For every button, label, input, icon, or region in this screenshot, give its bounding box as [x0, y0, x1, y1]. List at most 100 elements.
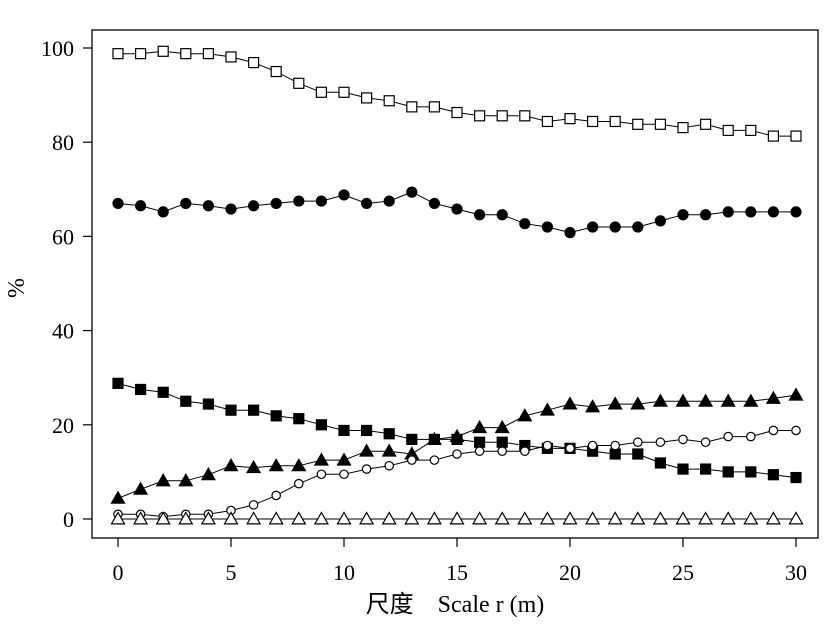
x-axis: 0 5 10 15 20 25 30	[113, 538, 807, 585]
data-point	[112, 377, 124, 389]
data-point	[632, 448, 644, 460]
data-point	[248, 404, 260, 416]
data-point	[630, 396, 646, 410]
data-point	[135, 200, 147, 212]
data-point	[225, 404, 237, 416]
data-point	[270, 197, 282, 210]
data-point	[361, 464, 372, 474]
data-point	[698, 511, 714, 525]
data-point	[383, 95, 395, 107]
series-triangle-open	[110, 511, 804, 525]
series-line	[117, 394, 797, 499]
x-axis-title: 尺度 Scale r (m)	[366, 591, 545, 618]
data-point	[383, 428, 395, 440]
data-point	[745, 124, 757, 137]
data-point	[586, 115, 599, 128]
data-point	[723, 431, 733, 442]
data-point	[494, 419, 510, 434]
data-point	[180, 48, 192, 60]
data-point	[655, 437, 666, 448]
y-axis-title: %	[4, 278, 30, 298]
data-point	[428, 101, 440, 113]
y-tick-label: 100	[41, 36, 74, 61]
data-point	[293, 478, 304, 489]
data-point	[722, 124, 734, 137]
data-point	[112, 197, 124, 210]
data-point	[474, 436, 486, 448]
data-point	[632, 118, 644, 130]
data-point	[202, 48, 214, 60]
data-point	[225, 51, 237, 63]
data-point	[765, 390, 781, 404]
data-point	[609, 115, 621, 128]
data-point	[315, 195, 327, 207]
data-point	[632, 437, 643, 448]
data-point	[743, 511, 759, 525]
data-point	[246, 511, 262, 525]
data-point	[788, 511, 804, 525]
data-point	[542, 440, 553, 451]
data-point	[607, 396, 623, 410]
data-point	[474, 209, 486, 221]
data-point	[246, 459, 262, 474]
data-point	[338, 189, 350, 201]
data-point	[609, 221, 621, 233]
data-point	[610, 440, 620, 451]
data-point	[632, 221, 644, 233]
data-point	[248, 200, 260, 212]
data-point	[112, 48, 124, 60]
data-point	[519, 218, 531, 230]
data-point	[699, 209, 712, 221]
data-point	[630, 511, 646, 525]
data-point	[654, 457, 667, 469]
data-point	[652, 511, 668, 525]
data-point	[564, 227, 576, 239]
data-point	[406, 186, 418, 198]
data-point	[788, 387, 804, 401]
y-tick-label: 0	[63, 507, 74, 532]
data-point	[519, 446, 530, 456]
data-point	[133, 511, 149, 525]
data-point	[699, 463, 712, 475]
data-point	[293, 77, 305, 89]
data-point	[178, 511, 194, 525]
data-point	[562, 396, 578, 410]
series-square-open	[112, 45, 802, 142]
data-point	[698, 393, 714, 407]
data-point	[609, 448, 621, 460]
plot-frame	[91, 29, 819, 539]
data-point	[135, 383, 147, 396]
data-point	[248, 500, 259, 510]
data-point	[338, 424, 350, 437]
data-point	[381, 443, 397, 457]
data-point	[768, 425, 779, 436]
data-point	[745, 206, 757, 218]
data-point	[338, 86, 350, 98]
data-point	[157, 45, 169, 57]
data-point	[406, 455, 417, 465]
data-point	[426, 431, 442, 445]
data-point	[767, 206, 780, 218]
data-point	[517, 408, 533, 422]
series-triangle-filled	[110, 387, 804, 504]
data-point	[654, 118, 667, 130]
x-tick-label: 30	[785, 560, 807, 585]
data-point	[585, 511, 601, 525]
data-point	[291, 458, 307, 472]
data-point	[383, 195, 395, 207]
data-point	[678, 434, 688, 445]
data-point	[268, 511, 284, 525]
x-tick-label: 15	[446, 560, 468, 585]
data-point	[472, 511, 488, 525]
y-tick-label: 60	[52, 224, 74, 249]
data-point	[496, 209, 508, 221]
data-point	[336, 511, 352, 525]
data-point	[361, 92, 373, 104]
data-point	[494, 511, 510, 525]
data-point	[110, 511, 126, 525]
x-tick-label: 25	[672, 560, 694, 585]
data-point	[539, 511, 555, 525]
data-point	[404, 511, 420, 525]
data-point	[677, 121, 689, 134]
